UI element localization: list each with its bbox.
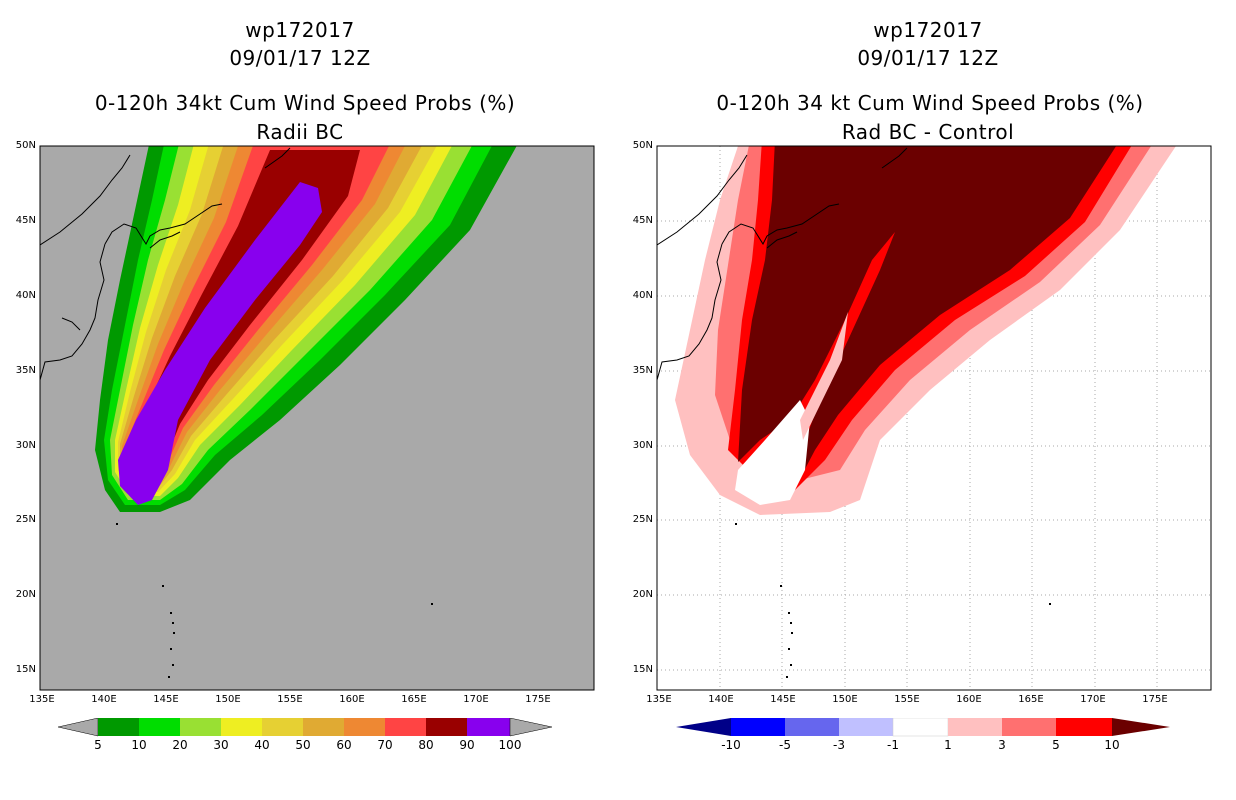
colorbar-label: 90 [459,738,475,752]
right-datetime: 09/01/17 12Z [857,46,999,70]
right-title: 0-120h 34 kt Cum Wind Speed Probs (%) [716,91,1144,115]
left-probability-contours [95,146,517,512]
colorbar-high-arrow [1112,718,1170,736]
lon-tick: 175E [525,694,551,705]
colorbar-label: 40 [254,738,270,752]
diff-zero-gap-1 [735,400,810,505]
colorbar-label: 5 [1052,738,1060,752]
colorbar-label: -1 [887,738,899,752]
lon-tick: 145E [770,694,796,705]
colorbar-low-arrow [676,718,731,736]
left-coastlines [40,147,291,381]
lat-tick: 45N [632,215,653,226]
lon-tick: 140E [91,694,117,705]
colorbar-swatch [731,718,785,736]
lon-tick: 150E [215,694,241,705]
lon-tick: 140E [708,694,734,705]
right-islands [735,523,1051,678]
colorbar-low-arrow [58,718,99,737]
left-storm-id: wp172017 [245,18,355,42]
colorbar-label: 70 [377,738,393,752]
lon-tick: 160E [956,694,982,705]
lat-tick: 25N [632,514,653,525]
lat-tick: 50N [632,140,653,151]
colorbar-label: 60 [336,738,352,752]
lon-tick: 160E [339,694,365,705]
colorbar-swatch [98,718,139,736]
lon-tick: 135E [29,694,55,705]
colorbar-swatch [948,718,1002,736]
lon-tick: 155E [277,694,303,705]
left-datetime: 09/01/17 12Z [229,46,371,70]
colorbar-label: 100 [498,738,522,752]
right-subtitle: Rad BC - Control [841,120,1015,144]
colorbar-label: -10 [721,738,741,752]
colorbar-label: 20 [172,738,188,752]
lon-tick: 145E [153,694,179,705]
lat-tick: 50N [15,140,36,151]
colorbar-swatch [426,718,467,736]
colorbar-swatch [385,718,426,736]
left-colorbar [58,718,553,737]
diff-zero-gap-2 [800,312,848,440]
lat-tick: 35N [15,365,36,376]
lon-tick: 150E [832,694,858,705]
right-coastlines [657,147,908,381]
lat-tick: 40N [632,290,653,301]
colorbar-label: 3 [998,738,1006,752]
right-colorbar [676,718,1170,737]
colorbar-swatch [1056,718,1112,736]
colorbar-high-arrow [509,718,553,737]
lon-tick: 165E [401,694,427,705]
colorbar-swatch [785,718,839,736]
colorbar-label: 1 [944,738,952,752]
colorbar-swatch [344,718,385,736]
colorbar-label: -3 [833,738,845,752]
colorbar-label: -5 [779,738,791,752]
lat-tick: 40N [15,290,36,301]
colorbar-label: 50 [295,738,311,752]
lat-tick: 30N [632,440,653,451]
colorbar-swatch [892,718,949,737]
colorbar-label: 10 [1104,738,1120,752]
colorbar-swatch [221,718,262,736]
left-islands [116,523,433,678]
colorbar-swatch [303,718,344,736]
lon-tick: 155E [894,694,920,705]
colorbar-swatch [139,718,180,736]
lon-tick: 170E [1080,694,1106,705]
colorbar-label: 5 [94,738,102,752]
left-title: 0-120h 34kt Cum Wind Speed Probs (%) [94,91,516,115]
lon-tick: 135E [646,694,672,705]
colorbar-label: 80 [418,738,434,752]
right-storm-id: wp172017 [873,18,983,42]
diff-plus10 [738,146,1117,488]
lon-tick: 175E [1142,694,1168,705]
colorbar-label: 30 [213,738,229,752]
lat-tick: 45N [15,215,36,226]
colorbar-swatch [839,718,893,736]
left-subtitle: Radii BC [256,120,344,144]
lat-tick: 20N [632,589,653,600]
contour-90 [118,182,322,505]
colorbar-label: 10 [131,738,147,752]
colorbar-swatch [180,718,221,736]
lat-tick: 15N [632,664,653,675]
lat-tick: 25N [15,514,36,525]
colorbar-swatch [1002,718,1056,736]
colorbar-swatch [467,718,510,736]
lat-tick: 15N [15,664,36,675]
lat-tick: 20N [15,589,36,600]
lon-tick: 165E [1018,694,1044,705]
lat-tick: 30N [15,440,36,451]
lat-tick: 35N [632,365,653,376]
right-difference-contours [675,146,1176,515]
colorbar-swatch [262,718,303,736]
lon-tick: 170E [463,694,489,705]
